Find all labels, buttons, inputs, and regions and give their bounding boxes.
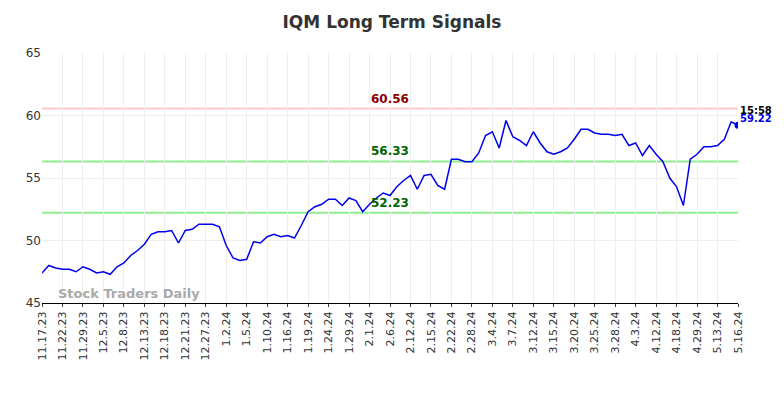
svg-text:3.20.24: 3.20.24	[568, 311, 581, 353]
svg-text:11.29.23: 11.29.23	[77, 311, 90, 360]
svg-text:52.23: 52.23	[371, 196, 409, 210]
svg-text:1.24.24: 1.24.24	[322, 311, 335, 353]
svg-text:12.18.23: 12.18.23	[158, 311, 171, 360]
svg-text:11.22.23: 11.22.23	[56, 311, 69, 360]
svg-text:12.5.23: 12.5.23	[97, 311, 110, 353]
svg-text:1.2.24: 1.2.24	[220, 311, 233, 346]
svg-text:3.12.24: 3.12.24	[527, 311, 540, 353]
svg-text:50: 50	[26, 234, 41, 248]
svg-text:3.15.24: 3.15.24	[547, 311, 560, 353]
svg-text:1.29.24: 1.29.24	[343, 311, 356, 353]
svg-text:5.16.24: 5.16.24	[732, 311, 745, 353]
svg-text:4.12.24: 4.12.24	[650, 311, 663, 353]
svg-text:1.5.24: 1.5.24	[240, 311, 253, 346]
svg-text:2.28.24: 2.28.24	[465, 311, 478, 353]
svg-text:12.13.23: 12.13.23	[138, 311, 151, 360]
svg-text:3.4.24: 3.4.24	[486, 311, 499, 346]
svg-text:12.27.23: 12.27.23	[199, 311, 212, 360]
svg-text:2.1.24: 2.1.24	[363, 311, 376, 346]
svg-text:3.7.24: 3.7.24	[506, 311, 519, 346]
svg-text:1.16.24: 1.16.24	[281, 311, 294, 353]
svg-text:65: 65	[26, 46, 41, 60]
svg-text:IQM Long Term Signals: IQM Long Term Signals	[283, 12, 502, 32]
svg-text:15:58: 15:58	[740, 105, 772, 116]
svg-text:2.15.24: 2.15.24	[425, 311, 438, 353]
svg-text:Stock Traders Daily: Stock Traders Daily	[58, 286, 200, 301]
svg-text:1.19.24: 1.19.24	[302, 311, 315, 353]
svg-text:3.28.24: 3.28.24	[609, 311, 622, 353]
svg-text:60: 60	[26, 109, 41, 123]
svg-text:2.6.24: 2.6.24	[384, 311, 397, 346]
svg-text:60.56: 60.56	[371, 92, 409, 106]
svg-text:4.29.24: 4.29.24	[691, 311, 704, 353]
svg-text:45: 45	[26, 296, 41, 310]
svg-text:4.18.24: 4.18.24	[670, 311, 683, 353]
svg-text:11.17.23: 11.17.23	[36, 311, 49, 360]
svg-text:3.25.24: 3.25.24	[588, 311, 601, 353]
svg-text:2.12.24: 2.12.24	[404, 311, 417, 353]
svg-text:59.22: 59.22	[740, 113, 772, 124]
svg-text:1.10.24: 1.10.24	[261, 311, 274, 353]
svg-text:5.13.24: 5.13.24	[711, 311, 724, 353]
svg-text:4.3.24: 4.3.24	[629, 311, 642, 346]
svg-text:55: 55	[26, 171, 41, 185]
svg-text:2.22.24: 2.22.24	[445, 311, 458, 353]
svg-text:12.21.23: 12.21.23	[179, 311, 192, 360]
svg-text:56.33: 56.33	[371, 144, 409, 158]
svg-text:12.8.23: 12.8.23	[117, 311, 130, 353]
